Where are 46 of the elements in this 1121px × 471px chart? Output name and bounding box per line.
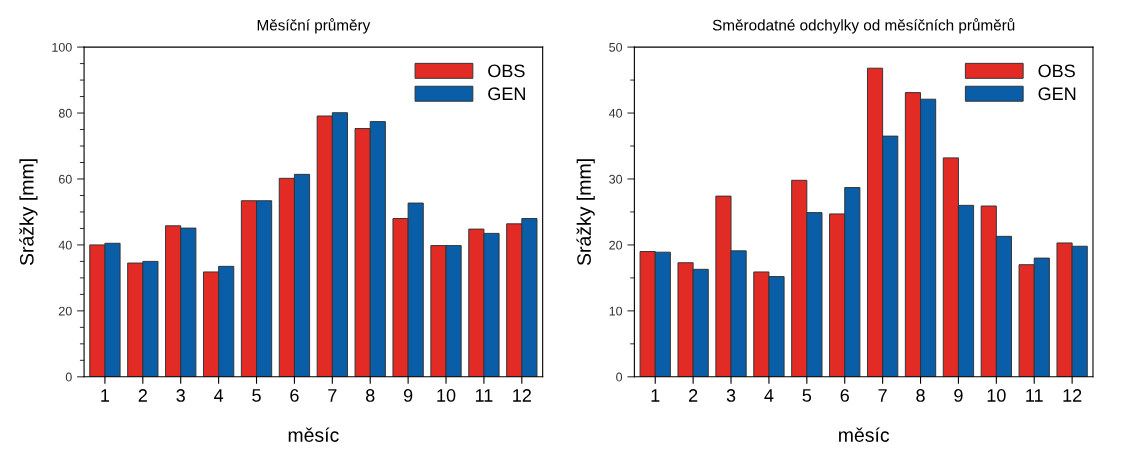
x-axis-title: měsíc (288, 427, 339, 442)
y-axis-title: Srážky [mm] (576, 159, 595, 266)
x-tick-label: 5 (802, 389, 812, 402)
y-tick-label: 40 (608, 108, 623, 118)
y-tick-label: 100 (52, 42, 72, 52)
x-tick-label: 7 (328, 389, 337, 402)
y-tick-label: 50 (609, 42, 623, 52)
x-tick-label: 5 (252, 389, 261, 402)
x-tick-label: 3 (176, 389, 185, 402)
x-tick-label: 6 (290, 389, 299, 402)
x-tick-label: 8 (916, 389, 925, 402)
x-tick-label: 4 (214, 389, 224, 402)
x-tick-label: 12 (513, 389, 531, 402)
y-tick-label: 0 (65, 372, 72, 382)
y-tick-label: 20 (609, 240, 623, 250)
legend-label: GEN (488, 87, 525, 101)
y-tick-label: 20 (59, 306, 72, 316)
x-tick-label: 1 (101, 389, 110, 402)
x-tick-label: 9 (403, 389, 413, 402)
x-tick-label: 12 (1063, 389, 1082, 402)
x-tick-label: 11 (475, 389, 493, 402)
x-tick-label: 3 (726, 389, 736, 402)
x-tick-label: 10 (437, 389, 456, 402)
x-tick-label: 6 (840, 389, 849, 402)
y-tick-label: 0 (616, 372, 623, 382)
x-axis-title: měsíc (839, 427, 890, 442)
legend-label: OBS (488, 64, 525, 78)
x-tick-label: 10 (987, 389, 1006, 402)
y-tick-label: 40 (58, 240, 72, 250)
x-tick-label: 8 (365, 389, 375, 402)
x-tick-label: 7 (878, 389, 887, 402)
chart-title: Měsíční průměry (257, 18, 371, 34)
legend-label: OBS (1038, 64, 1075, 78)
y-tick-label: 30 (609, 174, 623, 184)
y-tick-label: 80 (58, 108, 72, 118)
y-tick-label: 60 (59, 174, 72, 184)
x-tick-label: 4 (764, 389, 774, 402)
x-tick-label: 1 (651, 389, 660, 402)
chart-title: Směrodatné odchylky od měsíčních průměrů (712, 18, 1015, 34)
x-tick-label: 2 (138, 389, 147, 402)
y-tick-label: 10 (609, 306, 623, 316)
x-tick-label: 9 (954, 389, 963, 402)
x-tick-label: 2 (689, 389, 698, 402)
y-axis-title: Srážky [mm] (19, 159, 38, 266)
legend-label: GEN (1038, 87, 1076, 101)
x-tick-label: 11 (1026, 389, 1043, 402)
